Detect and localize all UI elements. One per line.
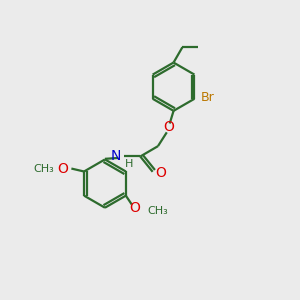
Text: O: O (129, 201, 140, 215)
Text: O: O (57, 161, 68, 176)
Text: CH₃: CH₃ (34, 164, 55, 173)
Text: O: O (156, 166, 167, 180)
Text: CH₃: CH₃ (147, 206, 168, 216)
Text: O: O (163, 120, 174, 134)
Text: H: H (125, 159, 133, 169)
Text: N: N (110, 149, 121, 163)
Text: Br: Br (201, 91, 215, 104)
